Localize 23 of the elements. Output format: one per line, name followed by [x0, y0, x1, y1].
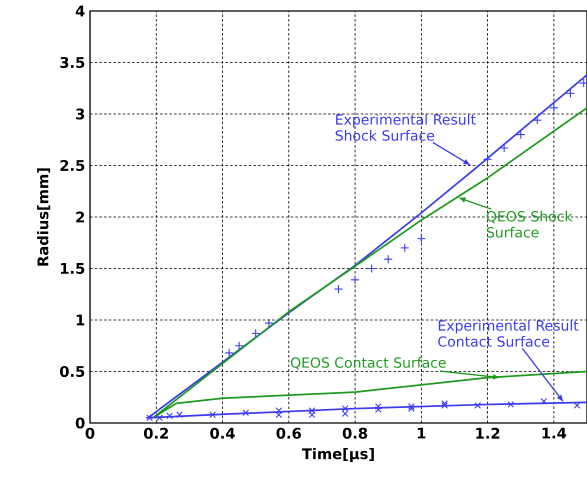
annotation: QEOS Contact Surface — [290, 357, 446, 370]
x-tick-label: 0 — [86, 428, 94, 439]
annotation: Experimental Result Contact Surface — [438, 320, 578, 347]
x-tick-label: 1.2 — [476, 428, 500, 439]
y-tick-label: 3 — [76, 108, 84, 120]
x-tick-label: 1.4 — [542, 428, 566, 438]
x-tick-label: 1 — [418, 428, 426, 438]
y-axis-title: Radius[mm] — [37, 168, 50, 266]
x-tick-label: 0.6 — [276, 428, 301, 439]
x-tick-label: 0.8 — [342, 428, 368, 439]
annotation: Experimental Result Shock Surface — [336, 114, 476, 141]
y-tick-label: 0 — [76, 417, 85, 429]
x-axis-title: Time[μs] — [302, 448, 374, 462]
y-tick-label: 3.5 — [60, 56, 84, 68]
y-tick-label: 0.5 — [60, 366, 84, 378]
y-tick-label: 2.5 — [60, 160, 84, 172]
annotation: QEOS Shock Surface — [486, 210, 572, 238]
y-tick-label: 1.5 — [60, 263, 84, 274]
y-tick-label: 4 — [76, 6, 85, 16]
y-tick-label: 1 — [76, 314, 84, 326]
x-tick-label: 0.4 — [210, 428, 235, 439]
y-tick-label: 2 — [76, 212, 84, 222]
x-tick-label: 0.2 — [144, 428, 168, 439]
